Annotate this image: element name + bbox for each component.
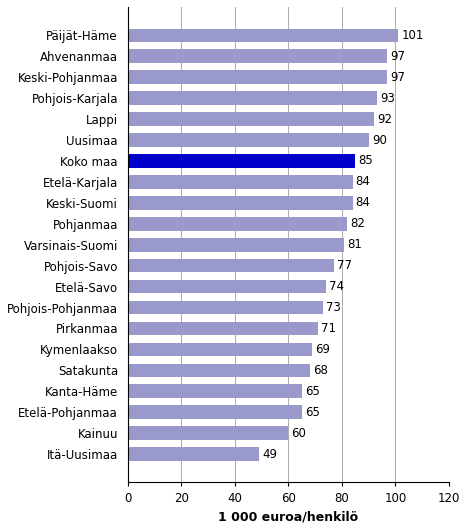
Text: 68: 68 <box>313 364 328 377</box>
Text: 81: 81 <box>348 238 362 251</box>
Text: 97: 97 <box>390 50 405 63</box>
Text: 82: 82 <box>350 217 365 230</box>
Text: 65: 65 <box>305 385 320 398</box>
Bar <box>127 112 374 126</box>
Bar <box>127 175 353 189</box>
Bar <box>127 384 302 398</box>
Text: 84: 84 <box>356 196 371 209</box>
Bar <box>127 426 288 440</box>
Bar <box>127 154 355 168</box>
Bar <box>127 322 318 335</box>
Bar <box>127 133 368 147</box>
Text: 84: 84 <box>356 175 371 188</box>
Text: 74: 74 <box>329 280 344 293</box>
Bar <box>127 91 376 105</box>
Bar <box>127 259 334 272</box>
Bar <box>127 364 310 377</box>
Bar <box>127 301 323 314</box>
Text: 97: 97 <box>390 70 405 84</box>
Bar <box>127 342 312 356</box>
Bar <box>127 217 347 231</box>
Bar <box>127 29 398 42</box>
Bar <box>127 280 326 294</box>
Text: 77: 77 <box>337 259 352 272</box>
Bar <box>127 238 345 252</box>
Text: 85: 85 <box>358 154 373 167</box>
Bar <box>127 70 387 84</box>
Text: 60: 60 <box>291 427 306 439</box>
Bar <box>127 447 259 461</box>
Bar <box>127 196 353 210</box>
Bar <box>127 405 302 419</box>
Text: 93: 93 <box>380 92 395 104</box>
Text: 69: 69 <box>316 343 331 356</box>
Text: 92: 92 <box>377 112 392 126</box>
Text: 71: 71 <box>321 322 336 335</box>
Bar <box>127 49 387 63</box>
Text: 65: 65 <box>305 405 320 419</box>
X-axis label: 1 000 euroa/henkilö: 1 000 euroa/henkilö <box>218 510 358 523</box>
Text: 73: 73 <box>326 301 341 314</box>
Text: 49: 49 <box>262 447 277 461</box>
Text: 90: 90 <box>372 134 387 146</box>
Text: 101: 101 <box>401 29 424 42</box>
